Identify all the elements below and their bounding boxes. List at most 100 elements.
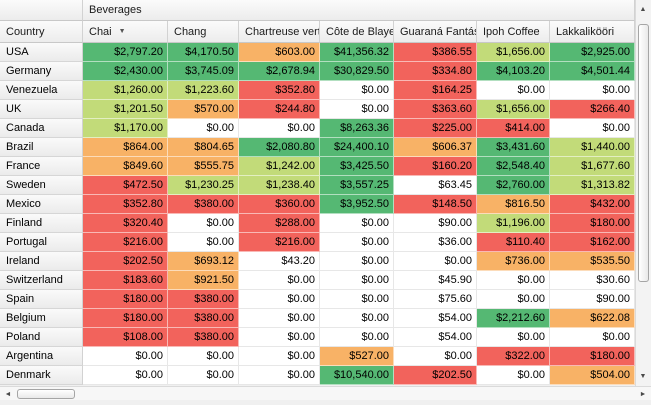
data-cell[interactable]: $75.60 xyxy=(394,290,477,309)
scroll-down-button[interactable]: ▼ xyxy=(636,369,650,383)
row-header[interactable]: Poland xyxy=(0,328,83,347)
data-cell[interactable]: $8,263.36 xyxy=(320,119,394,138)
data-cell[interactable]: $36.00 xyxy=(394,233,477,252)
data-cell[interactable]: $0.00 xyxy=(239,347,320,366)
data-cell[interactable]: $3,745.09 xyxy=(168,62,239,81)
data-cell[interactable]: $504.00 xyxy=(550,366,635,385)
data-cell[interactable]: $0.00 xyxy=(394,252,477,271)
data-cell[interactable]: $0.00 xyxy=(550,119,635,138)
data-cell[interactable]: $54.00 xyxy=(394,309,477,328)
row-header[interactable]: Switzerland xyxy=(0,271,83,290)
data-cell[interactable]: $216.00 xyxy=(239,233,320,252)
data-cell[interactable]: $0.00 xyxy=(477,366,550,385)
band-header-beverages[interactable]: Beverages xyxy=(83,0,635,21)
data-cell[interactable]: $24,400.10 xyxy=(320,138,394,157)
data-cell[interactable]: $352.80 xyxy=(239,81,320,100)
data-cell[interactable]: $0.00 xyxy=(239,119,320,138)
row-header[interactable]: Brazil xyxy=(0,138,83,157)
horizontal-scroll-thumb[interactable] xyxy=(17,389,75,399)
data-cell[interactable]: $0.00 xyxy=(320,214,394,233)
data-cell[interactable]: $414.00 xyxy=(477,119,550,138)
data-cell[interactable]: $0.00 xyxy=(168,366,239,385)
data-cell[interactable]: $148.50 xyxy=(394,195,477,214)
data-cell[interactable]: $54.00 xyxy=(394,328,477,347)
data-cell[interactable]: $90.00 xyxy=(394,214,477,233)
row-header[interactable]: Venezuela xyxy=(0,81,83,100)
data-cell[interactable]: $2,797.20 xyxy=(83,43,168,62)
data-cell[interactable]: $0.00 xyxy=(83,347,168,366)
data-cell[interactable]: $0.00 xyxy=(168,347,239,366)
row-area-header[interactable]: Country xyxy=(0,21,83,43)
column-header[interactable]: Chai ▼ xyxy=(83,21,168,43)
data-cell[interactable]: $570.00 xyxy=(168,100,239,119)
data-cell[interactable]: $164.25 xyxy=(394,81,477,100)
row-header[interactable]: Argentina xyxy=(0,347,83,366)
data-cell[interactable]: $2,212.60 xyxy=(477,309,550,328)
vertical-scrollbar[interactable]: ▲ ▼ xyxy=(635,0,651,386)
data-cell[interactable]: $527.00 xyxy=(320,347,394,366)
data-cell[interactable]: $1,313.82 xyxy=(550,176,635,195)
horizontal-scrollbar[interactable]: ◄ ► xyxy=(0,386,651,400)
data-cell[interactable]: $380.00 xyxy=(168,290,239,309)
column-header[interactable]: Guaraná Fantás xyxy=(394,21,477,43)
data-cell[interactable]: $0.00 xyxy=(239,366,320,385)
data-cell[interactable]: $1,230.25 xyxy=(168,176,239,195)
data-cell[interactable]: $0.00 xyxy=(168,119,239,138)
data-cell[interactable]: $472.50 xyxy=(83,176,168,195)
data-cell[interactable]: $1,201.50 xyxy=(83,100,168,119)
data-cell[interactable]: $1,677.60 xyxy=(550,157,635,176)
data-cell[interactable]: $693.12 xyxy=(168,252,239,271)
column-header[interactable]: Lakkalikööri xyxy=(550,21,635,43)
data-cell[interactable]: $41,356.32 xyxy=(320,43,394,62)
data-cell[interactable]: $1,260.00 xyxy=(83,81,168,100)
data-cell[interactable]: $202.50 xyxy=(394,366,477,385)
data-cell[interactable]: $0.00 xyxy=(550,81,635,100)
data-cell[interactable]: $266.40 xyxy=(550,100,635,119)
row-header[interactable]: Finland xyxy=(0,214,83,233)
row-header[interactable]: USA xyxy=(0,43,83,62)
row-header[interactable]: Sweden xyxy=(0,176,83,195)
data-cell[interactable]: $45.90 xyxy=(394,271,477,290)
data-cell[interactable]: $0.00 xyxy=(477,81,550,100)
data-cell[interactable]: $0.00 xyxy=(320,271,394,290)
row-header[interactable]: Mexico xyxy=(0,195,83,214)
data-cell[interactable]: $3,425.50 xyxy=(320,157,394,176)
data-cell[interactable]: $380.00 xyxy=(168,195,239,214)
row-header[interactable]: Belgium xyxy=(0,309,83,328)
data-cell[interactable]: $0.00 xyxy=(477,290,550,309)
data-cell[interactable]: $30,829.50 xyxy=(320,62,394,81)
data-cell[interactable]: $180.00 xyxy=(83,309,168,328)
data-cell[interactable]: $160.20 xyxy=(394,157,477,176)
column-header[interactable]: Chartreuse vert xyxy=(239,21,320,43)
data-cell[interactable]: $1,242.00 xyxy=(239,157,320,176)
column-dropdown-icon[interactable]: ▼ xyxy=(118,28,126,35)
data-cell[interactable]: $622.08 xyxy=(550,309,635,328)
data-cell[interactable]: $2,430.00 xyxy=(83,62,168,81)
data-cell[interactable]: $225.00 xyxy=(394,119,477,138)
data-cell[interactable]: $864.00 xyxy=(83,138,168,157)
data-cell[interactable]: $736.00 xyxy=(477,252,550,271)
data-cell[interactable]: $216.00 xyxy=(83,233,168,252)
data-cell[interactable]: $0.00 xyxy=(394,347,477,366)
data-cell[interactable]: $1,656.00 xyxy=(477,100,550,119)
data-cell[interactable]: $555.75 xyxy=(168,157,239,176)
data-cell[interactable]: $202.50 xyxy=(83,252,168,271)
data-cell[interactable]: $0.00 xyxy=(320,81,394,100)
row-header[interactable]: Canada xyxy=(0,119,83,138)
data-cell[interactable]: $380.00 xyxy=(168,309,239,328)
data-cell[interactable]: $603.00 xyxy=(239,43,320,62)
row-header[interactable]: Portugal xyxy=(0,233,83,252)
data-cell[interactable]: $0.00 xyxy=(320,100,394,119)
data-cell[interactable]: $110.40 xyxy=(477,233,550,252)
data-cell[interactable]: $1,440.00 xyxy=(550,138,635,157)
data-cell[interactable]: $30.60 xyxy=(550,271,635,290)
data-cell[interactable]: $10,540.00 xyxy=(320,366,394,385)
data-cell[interactable]: $4,103.20 xyxy=(477,62,550,81)
data-cell[interactable]: $0.00 xyxy=(550,328,635,347)
data-cell[interactable]: $0.00 xyxy=(320,233,394,252)
column-header[interactable]: Ipoh Coffee xyxy=(477,21,550,43)
data-cell[interactable]: $380.00 xyxy=(168,328,239,347)
data-cell[interactable]: $352.80 xyxy=(83,195,168,214)
data-cell[interactable]: $0.00 xyxy=(168,233,239,252)
data-cell[interactable]: $2,548.40 xyxy=(477,157,550,176)
